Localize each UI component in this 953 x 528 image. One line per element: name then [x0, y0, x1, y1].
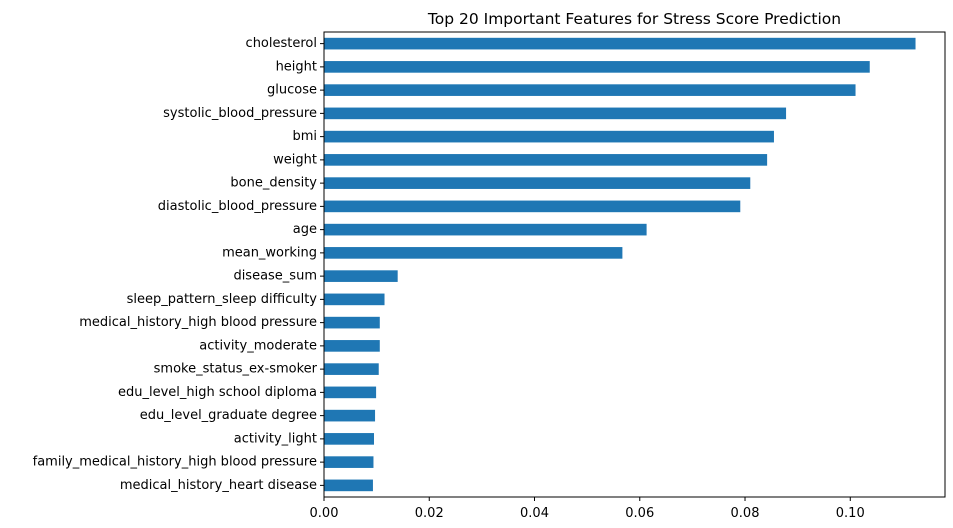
y-tick-label-11: sleep_pattern_sleep difficulty [127, 292, 318, 307]
bar-17 [324, 433, 374, 445]
bar-16 [324, 409, 376, 422]
bar-9 [324, 247, 623, 259]
bar-1 [324, 61, 870, 73]
y-tick-label-7: diastolic_blood_pressure [158, 199, 317, 214]
bar-11 [324, 293, 385, 306]
y-tick-label-10: disease_sum [233, 269, 317, 284]
bar-12 [324, 316, 380, 329]
bar-2 [324, 84, 856, 96]
y-tick-label-3: systolic_blood_pressure [163, 106, 317, 121]
y-tick-labels: cholesterol height glucose systolic_blood_p… [33, 36, 324, 493]
x-tick-label-3: 0.06 [625, 506, 654, 521]
y-tick-label-12: medical_history_high blood pressure [79, 315, 317, 330]
bar-3 [324, 107, 787, 120]
bar-5 [324, 154, 768, 166]
x-tick-label-4: 0.08 [731, 506, 760, 521]
x-tick-label-1: 0.02 [415, 506, 444, 521]
bar-0 [324, 37, 916, 50]
chart-title: Top 20 Important Features for Stress Sco… [427, 10, 841, 28]
bar-18 [324, 456, 374, 468]
x-tick-label-5: 0.10 [836, 506, 865, 521]
y-tick-label-18: family_medical_history_high blood pressu… [33, 455, 317, 470]
bar-7 [324, 200, 741, 213]
bar-15 [324, 386, 377, 399]
y-tick-label-0: cholesterol [246, 36, 317, 51]
y-tick-label-2: glucose [267, 83, 317, 98]
y-tick-label-4: bmi [292, 129, 317, 144]
y-tick-label-15: edu_level_high school diploma [118, 385, 317, 400]
bar-19 [324, 479, 373, 492]
y-tick-label-16: edu_level_graduate degree [140, 408, 317, 423]
y-tick-label-1: height [276, 59, 317, 74]
y-tick-label-13: activity_moderate [199, 338, 317, 353]
bar-4 [324, 130, 774, 143]
y-tick-label-8: age [293, 222, 317, 237]
x-axis-ticks: 0.00 0.02 0.04 0.06 0.08 0.10 [310, 497, 865, 521]
plot-frame [323, 31, 946, 498]
bar-14 [324, 363, 379, 375]
x-tick-label-0: 0.00 [310, 506, 339, 521]
bar-10 [324, 270, 398, 282]
y-tick-label-19: medical_history_heart disease [120, 478, 317, 493]
y-tick-label-6: bone_density [230, 176, 317, 191]
bars-group [324, 37, 916, 492]
bar-13 [324, 340, 380, 352]
y-tick-label-17: activity_light [234, 431, 317, 446]
y-tick-label-5: weight [273, 152, 317, 167]
bar-6 [324, 177, 751, 189]
bar-8 [324, 223, 647, 236]
y-tick-label-9: mean_working [222, 245, 317, 260]
y-tick-label-14: smoke_status_ex-smoker [154, 362, 318, 377]
x-tick-label-2: 0.04 [520, 506, 549, 521]
